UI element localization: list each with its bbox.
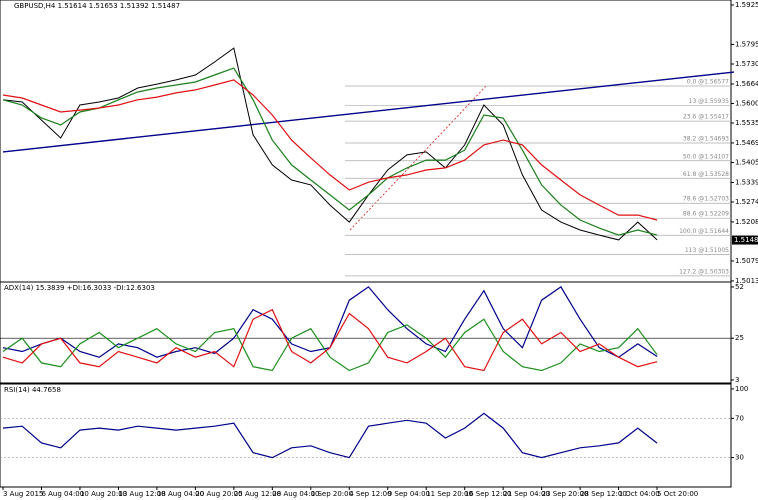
y-tick-label: 1.57950 [735,40,758,48]
y-tick-label: 1.56000 [735,99,758,107]
y-tick-label: 1.55355 [735,119,758,127]
x-tick-label: 28 Sep 12:00 [580,490,627,498]
x-tick-label: 25 Aug 12:00 [234,490,281,498]
x-tick-label: 28 Aug 04:00 [272,490,319,498]
series-line [2,47,658,241]
trendline [2,71,735,153]
x-tick-label: 16 Sep 12:00 [465,490,512,498]
series-line [2,318,658,372]
fib-label: 78.6 @1.52703 [683,196,729,203]
adx-title: ADX(14) 15.3839 +DI:16.3033 -DI:12.6303 [4,284,155,292]
fib-label: 113 @1.51005 [685,247,729,254]
y-tick-label: 1.50795 [735,257,758,265]
x-tick-label: 5 Oct 20:00 [657,490,698,498]
y-tick-label: 100 [735,385,748,393]
price-title: GBPUSD,H4 1.51614 1.51653 1.51392 1.5148… [14,2,180,10]
x-tick-label: 1 Oct 04:00 [619,490,660,498]
y-tick-label: 1.53390 [735,178,758,186]
fib-label: 50.0 @1.54107 [683,153,729,160]
adx-panel [0,281,732,384]
x-tick-label: 9 Sep 04:00 [388,490,430,498]
fib-label: 23.6 @1.55417 [683,114,729,121]
x-tick-label: 6 Aug 04:00 [41,490,84,498]
x-tick-label: 13 Aug 12:00 [118,490,165,498]
price-panel [0,0,732,283]
fib-label: 88.6 @1.52209 [683,211,729,218]
x-tick-label: 4 Sep 12:00 [349,490,391,498]
fib-label: 127.2 @1.50303 [679,268,729,275]
x-tick-label: 23 Sep 20:00 [542,490,589,498]
y-tick-label: 1.59255 [735,1,758,9]
y-tick-label: 70 [735,414,744,422]
y-tick-label: 1.52745 [735,198,758,206]
fib-label: 13 @1.55935 [689,98,730,105]
rsi-panel [0,383,732,488]
y-tick-label: 30 [735,454,744,462]
series-line [2,79,658,221]
x-tick-label: 10 Aug 20:00 [80,490,127,498]
y-tick-label: 52 [735,283,744,291]
y-tick-label: 1.56645 [735,80,758,88]
y-tick-label: 1.54695 [735,139,758,147]
fib-anchor [349,84,488,231]
x-tick-label: 21 Sep 04:00 [503,490,550,498]
y-tick-label: 3 [735,376,739,384]
series-line [2,412,658,459]
fib-label: 38.2 @1.54693 [683,136,729,143]
x-tick-label: 11 Sep 20:00 [426,490,473,498]
fib-label: 100.0 @1.51644 [679,228,729,235]
y-tick-label: 1.57305 [735,60,758,68]
price-tag: 1.51487 [734,236,758,244]
fib-label: 61.8 @1.53528 [683,171,729,178]
x-tick-label: 1 Sep 20:00 [311,490,353,498]
rsi-title: RSI(14) 44.7658 [4,386,61,394]
x-tick-label: 3 Aug 2015 [3,490,43,498]
price-tag-bg [732,235,758,245]
y-tick-label: 25 [735,334,744,342]
fib-label: 0.0 @1.56577 [687,79,729,86]
series-line [2,308,658,372]
x-tick-label: 20 Aug 20:00 [195,490,242,498]
y-tick-label: 1.54050 [735,158,758,166]
y-tick-label: 1.50135 [735,277,758,285]
x-tick-label: 18 Aug 04:00 [157,490,204,498]
series-line [2,67,658,236]
y-tick-label: 1.52085 [735,218,758,226]
